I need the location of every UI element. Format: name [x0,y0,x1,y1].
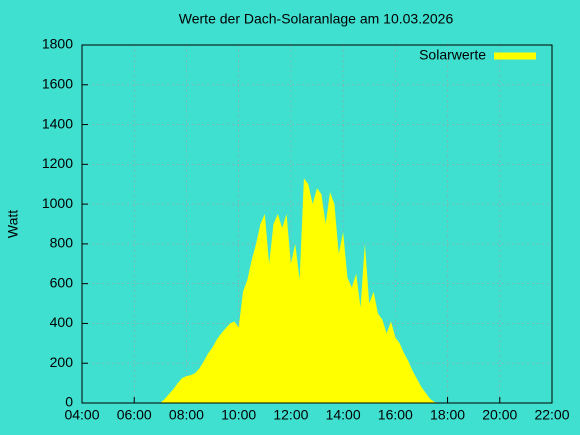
x-tick-label: 04:00 [64,407,99,423]
y-tick-label: 1400 [42,115,73,131]
x-tick-label: 06:00 [117,407,152,423]
y-tick-label: 1600 [42,75,73,91]
x-tick-label: 22:00 [534,407,569,423]
y-tick-label: 0 [65,394,73,410]
y-axis-label: Watt [5,210,21,238]
x-tick-label: 14:00 [326,407,361,423]
x-tick-label: 18:00 [430,407,465,423]
area [160,178,439,403]
plot-frame [81,44,553,404]
legend-label: Solarwerte [419,47,486,63]
x-tick-label: 12:00 [273,407,308,423]
x-tick-label: 10:00 [221,407,256,423]
chart-title: Werte der Dach-Solaranlage am 10.03.2026 [179,11,454,27]
x-tick-label: 08:00 [169,407,204,423]
y-tick-label: 1000 [42,195,73,211]
y-tick-label: 1200 [42,155,73,171]
y-tick-label: 600 [50,274,74,290]
x-tick-label: 20:00 [482,407,517,423]
y-tick-label: 200 [50,354,74,370]
x-tick-label: 16:00 [378,407,413,423]
y-tick-label: 800 [50,235,74,251]
y-tick-label: 400 [50,314,74,330]
y-tick-label: 1800 [42,36,73,52]
